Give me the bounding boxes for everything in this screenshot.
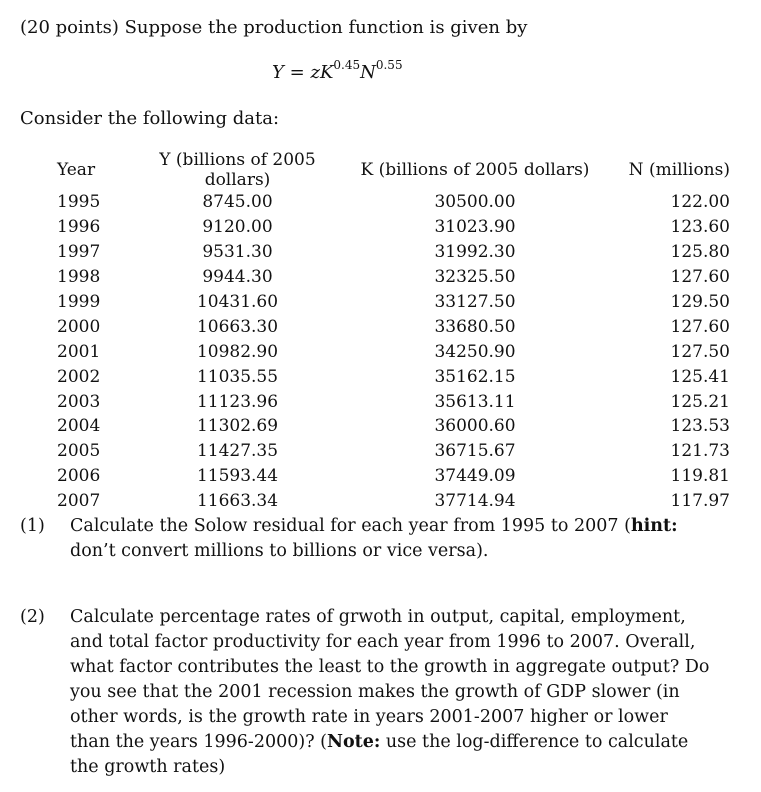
header-output: Y (billions of 2005 dollars) bbox=[159, 150, 316, 190]
cell-year: 2005 bbox=[57, 441, 101, 462]
question-1-number: (1) bbox=[20, 516, 45, 536]
cell-capital: 36715.67 bbox=[434, 441, 516, 462]
cell-capital: 33127.50 bbox=[434, 292, 516, 312]
question-1: (1) Calculate the Solow residual for eac… bbox=[20, 514, 710, 564]
cell-capital: 35613.11 bbox=[434, 391, 516, 412]
cell-year: 2004 bbox=[57, 416, 101, 437]
cell-employment: 121.73 bbox=[670, 441, 730, 462]
cell-employment: 123.53 bbox=[670, 416, 730, 437]
formula-K: K bbox=[319, 62, 334, 83]
cell-output: 11427.35 bbox=[196, 441, 279, 462]
cell-employment: 127.50 bbox=[670, 341, 730, 362]
cell-output: 11593.44 bbox=[196, 466, 279, 487]
formula-z: z bbox=[310, 62, 320, 83]
question-2: (2) Calculate percentage rates of grwoth… bbox=[20, 605, 710, 780]
consider-label: Consider the following data: bbox=[20, 108, 280, 129]
table-row: 1997 9531.30 31992.30 125.80 bbox=[57, 240, 730, 265]
cell-output: 10982.90 bbox=[196, 341, 279, 362]
cell-year: 1996 bbox=[57, 217, 101, 238]
cell-output: 9120.00 bbox=[202, 217, 273, 238]
cell-capital: 32325.50 bbox=[434, 267, 516, 288]
table-row: 2006 11593.44 37449.09 119.81 bbox=[57, 464, 730, 489]
cell-employment: 123.60 bbox=[670, 217, 730, 238]
cell-year: 2007 bbox=[57, 491, 101, 512]
cell-year: 2000 bbox=[57, 316, 101, 337]
table-row: 1999 10431.60 33127.50 129.50 bbox=[57, 290, 730, 315]
cell-output: 11035.55 bbox=[196, 366, 279, 387]
cell-employment: 125.41 bbox=[670, 366, 730, 387]
cell-employment: 129.50 bbox=[670, 292, 730, 312]
cell-capital: 31023.90 bbox=[434, 217, 516, 238]
cell-output: 11663.34 bbox=[196, 491, 279, 512]
table-row: 1995 8745.00 30500.00 122.00 bbox=[57, 190, 730, 215]
cell-capital: 30500.00 bbox=[434, 192, 516, 213]
question-1-hint-label: hint: bbox=[630, 516, 678, 536]
table-row: 2002 11035.55 35162.15 125.41 bbox=[57, 364, 730, 389]
cell-year: 2001 bbox=[57, 341, 101, 362]
data-table: Year Y (billions of 2005 dollars) K (bil… bbox=[57, 150, 730, 514]
cell-year: 2006 bbox=[57, 466, 101, 487]
question-1-text: Calculate the Solow residual for each ye… bbox=[70, 514, 710, 564]
formula-lhs: Y bbox=[272, 62, 284, 83]
cell-capital: 34250.90 bbox=[434, 341, 516, 362]
table-row: 2003 11123.96 35613.11 125.21 bbox=[57, 389, 730, 414]
cell-employment: 125.21 bbox=[670, 391, 730, 412]
table-row: 2007 11663.34 37714.94 117.97 bbox=[57, 489, 730, 514]
cell-employment: 127.60 bbox=[670, 267, 730, 288]
cell-employment: 122.00 bbox=[670, 192, 730, 213]
question-2-text: Calculate percentage rates of grwoth in … bbox=[70, 605, 710, 780]
cell-output: 10663.30 bbox=[196, 316, 279, 337]
table-row: 1998 9944.30 32325.50 127.60 bbox=[57, 265, 730, 290]
table-row: 2001 10982.90 34250.90 127.50 bbox=[57, 339, 730, 364]
cell-employment: 125.80 bbox=[670, 242, 730, 263]
header-capital: K (billions of 2005 dollars) bbox=[360, 160, 590, 180]
cell-capital: 37449.09 bbox=[434, 466, 516, 487]
question-2-number: (2) bbox=[20, 607, 45, 627]
production-function-formula: Y = zK0.45N0.55 bbox=[272, 58, 403, 83]
cell-capital: 37714.94 bbox=[434, 491, 516, 512]
question-2-note-label: Note: bbox=[326, 732, 381, 752]
cell-output: 11302.69 bbox=[196, 416, 279, 437]
question-2-text-after: use the log-difference to calculate the … bbox=[70, 732, 689, 777]
cell-year: 1997 bbox=[57, 242, 101, 263]
question-1-text-after: don’t convert millions to billions or vi… bbox=[70, 541, 489, 561]
cell-year: 2003 bbox=[57, 391, 101, 412]
table-row: 2005 11427.35 36715.67 121.73 bbox=[57, 439, 730, 464]
table-row: 1996 9120.00 31023.90 123.60 bbox=[57, 215, 730, 240]
cell-capital: 31992.30 bbox=[434, 242, 516, 263]
table-row: 2004 11302.69 36000.60 123.53 bbox=[57, 414, 730, 439]
cell-capital: 35162.15 bbox=[434, 366, 516, 387]
cell-employment: 119.81 bbox=[670, 466, 730, 487]
formula-equals: = bbox=[289, 62, 305, 83]
question-1-text-before: Calculate the Solow residual for each ye… bbox=[70, 516, 631, 536]
cell-year: 1995 bbox=[57, 192, 101, 213]
table-header-row: Year Y (billions of 2005 dollars) K (bil… bbox=[57, 150, 730, 190]
problem-intro: (20 points) Suppose the production funct… bbox=[20, 17, 528, 38]
cell-employment: 127.60 bbox=[670, 316, 730, 337]
cell-year: 1998 bbox=[57, 267, 101, 288]
cell-capital: 33680.50 bbox=[434, 316, 516, 337]
cell-output: 9944.30 bbox=[202, 267, 273, 288]
cell-output: 10431.60 bbox=[196, 292, 279, 312]
cell-output: 9531.30 bbox=[202, 242, 273, 263]
table-row: 2000 10663.30 33680.50 127.60 bbox=[57, 314, 730, 339]
cell-employment: 117.97 bbox=[670, 491, 730, 512]
cell-year: 1999 bbox=[57, 292, 101, 312]
cell-output: 11123.96 bbox=[196, 391, 279, 412]
formula-N: N bbox=[360, 62, 376, 83]
formula-K-exponent: 0.45 bbox=[333, 58, 361, 72]
cell-year: 2002 bbox=[57, 366, 101, 387]
header-employment: N (millions) bbox=[628, 160, 730, 180]
cell-capital: 36000.60 bbox=[434, 416, 516, 437]
table-body: 1995 8745.00 30500.00 122.00 1996 9120.00 3102… bbox=[57, 190, 730, 514]
header-year: Year bbox=[57, 160, 96, 180]
question-2-text-before: Calculate percentage rates of grwoth in … bbox=[70, 607, 710, 752]
formula-N-exponent: 0.55 bbox=[375, 58, 403, 72]
cell-output: 8745.00 bbox=[202, 192, 273, 213]
